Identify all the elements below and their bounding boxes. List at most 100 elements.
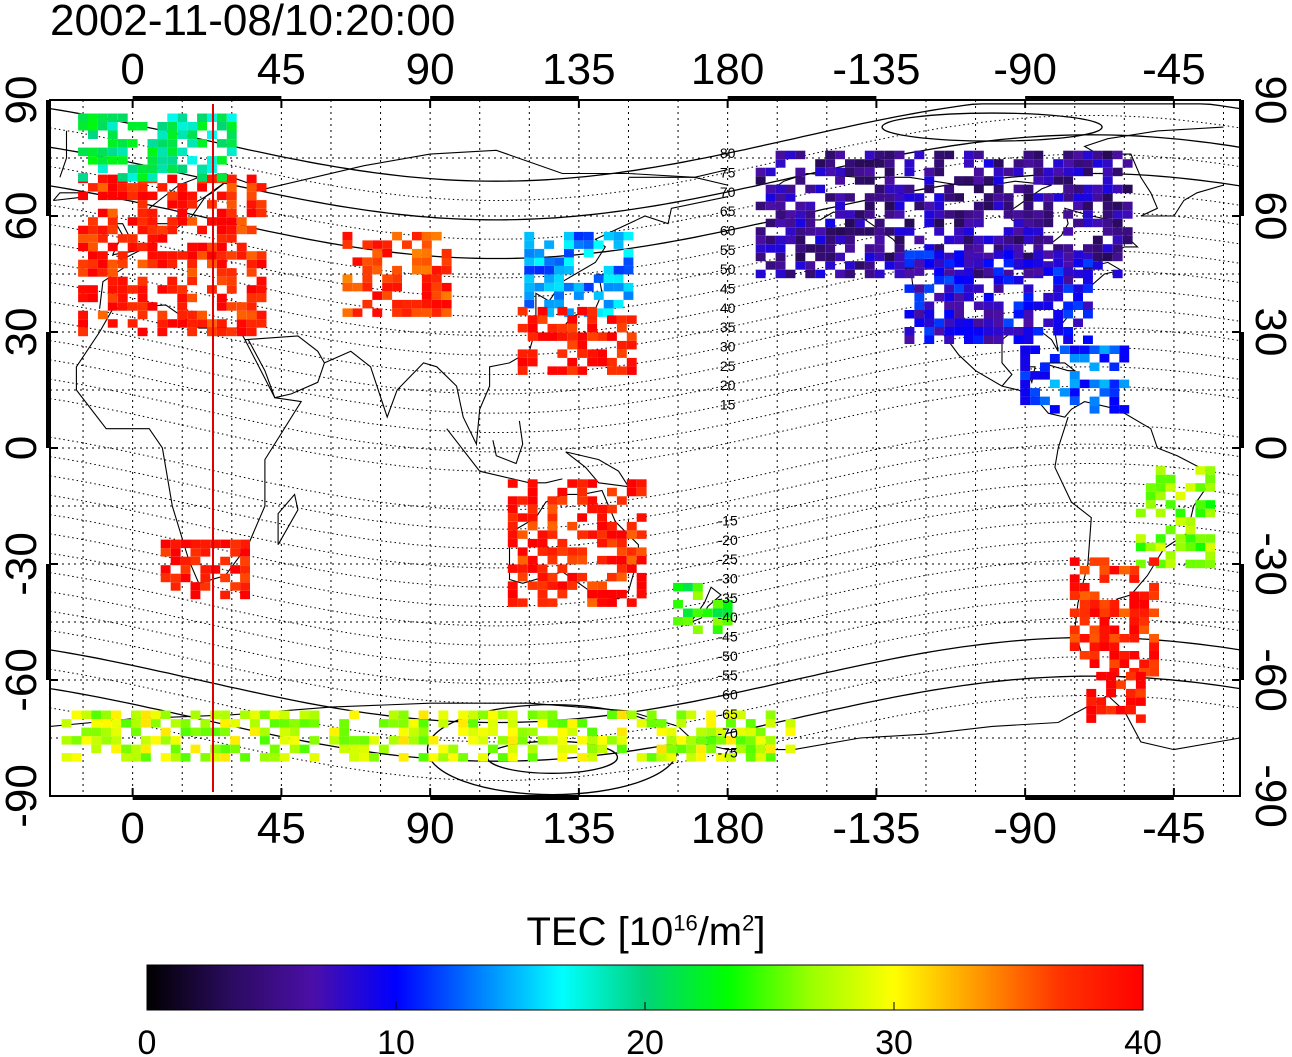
tec-cell bbox=[91, 736, 102, 745]
tec-cell bbox=[1063, 335, 1074, 344]
tec-cell bbox=[392, 282, 402, 292]
tec-cell bbox=[408, 727, 419, 737]
tec-cell bbox=[187, 242, 198, 252]
tec-cell bbox=[507, 710, 518, 719]
tec-cell bbox=[91, 710, 102, 719]
tec-cell bbox=[706, 727, 717, 737]
tec-cell bbox=[666, 736, 677, 745]
tec-cell bbox=[190, 727, 201, 737]
tec-cell bbox=[524, 282, 535, 292]
tec-cell bbox=[250, 727, 260, 737]
tec-cell bbox=[97, 156, 108, 165]
tec-cell bbox=[1102, 210, 1113, 219]
tec-cell bbox=[544, 265, 555, 275]
tec-cell bbox=[1063, 252, 1074, 262]
tec-cell bbox=[613, 274, 624, 283]
tec-cell bbox=[187, 191, 198, 201]
y-left-tick-label: 90 bbox=[0, 76, 46, 125]
tec-cell bbox=[197, 319, 207, 328]
tec-cell bbox=[352, 282, 363, 292]
contour-labels: 8075706560555045403530252015-15-20-25-30… bbox=[718, 145, 738, 760]
tec-cell bbox=[478, 710, 488, 719]
tec-cell bbox=[1089, 625, 1100, 634]
tec-cell bbox=[309, 736, 320, 745]
tec-cell bbox=[1165, 551, 1176, 560]
tec-cell bbox=[1139, 608, 1150, 617]
tec-cell bbox=[835, 235, 845, 245]
tec-cell bbox=[1073, 292, 1083, 302]
tec-cell bbox=[785, 719, 796, 728]
tec-cell bbox=[934, 318, 945, 327]
tec-cell bbox=[1112, 201, 1123, 211]
tec-cell bbox=[864, 252, 875, 262]
tec-cell bbox=[197, 183, 207, 192]
tec-cell bbox=[197, 113, 207, 122]
tec-cell bbox=[1063, 176, 1074, 185]
tec-cell bbox=[207, 259, 217, 269]
tec-cell bbox=[1083, 201, 1093, 211]
tec-cell bbox=[795, 244, 806, 253]
tec-cell bbox=[636, 753, 647, 762]
tec-cell bbox=[246, 208, 257, 218]
tec-cell bbox=[448, 753, 459, 762]
tec-cell bbox=[507, 589, 518, 599]
tec-cell bbox=[735, 736, 746, 745]
tec-cell bbox=[1033, 267, 1044, 276]
tec-cell bbox=[636, 479, 647, 488]
tec-cell bbox=[1149, 582, 1159, 592]
x-bottom-tick-label: 90 bbox=[406, 804, 455, 853]
mag-lat-contour bbox=[50, 424, 1240, 511]
tec-cell bbox=[587, 736, 598, 745]
tec-cell bbox=[289, 727, 300, 737]
tec-cell bbox=[167, 319, 178, 328]
tec-cell bbox=[825, 252, 836, 262]
tec-cell bbox=[230, 744, 241, 754]
contour-level-label: -70 bbox=[718, 725, 738, 741]
tec-cell bbox=[884, 261, 895, 270]
tec-cell bbox=[246, 319, 257, 328]
tec-cell bbox=[854, 227, 865, 236]
tec-cell bbox=[527, 332, 538, 341]
contour-level-label: 45 bbox=[720, 281, 736, 297]
tec-cell bbox=[527, 513, 538, 522]
tec-cell bbox=[117, 147, 128, 157]
tec-cell bbox=[517, 547, 528, 556]
tec-cell bbox=[597, 349, 607, 358]
tec-cell bbox=[137, 285, 148, 294]
tec-cell bbox=[1106, 688, 1116, 698]
tec-cell bbox=[726, 736, 736, 745]
tec-cell bbox=[795, 252, 806, 262]
tec-cell bbox=[573, 282, 584, 292]
tec-cell bbox=[187, 276, 198, 286]
mag-lat-contour bbox=[50, 385, 1240, 472]
tec-cell bbox=[1069, 634, 1080, 643]
tec-cell bbox=[236, 217, 247, 226]
tec-cell bbox=[226, 191, 237, 201]
tec-cell bbox=[226, 234, 237, 243]
tec-cell bbox=[567, 572, 578, 582]
tec-cell bbox=[107, 130, 118, 139]
tec-cell bbox=[177, 113, 188, 122]
tec-cell bbox=[805, 184, 816, 194]
tec-cell bbox=[207, 242, 217, 252]
tec-cell bbox=[924, 335, 935, 344]
tec-cell bbox=[884, 252, 895, 262]
tec-cell bbox=[497, 753, 508, 762]
tec-cell bbox=[527, 555, 538, 565]
tec-cell bbox=[914, 284, 925, 293]
tec-cell bbox=[775, 150, 786, 160]
tec-cell bbox=[623, 265, 634, 275]
tec-cell bbox=[607, 357, 617, 367]
tec-cell bbox=[1079, 617, 1090, 626]
tec-cell bbox=[1020, 379, 1031, 389]
contour-level-label: 50 bbox=[720, 261, 736, 277]
tec-cell bbox=[666, 753, 677, 762]
tec-cell bbox=[805, 210, 816, 219]
tec-cell bbox=[884, 176, 895, 185]
tec-cell bbox=[534, 257, 545, 266]
tec-cell bbox=[412, 265, 422, 275]
tec-cell bbox=[607, 555, 617, 565]
tec-cell bbox=[1099, 608, 1110, 617]
tec-cell bbox=[299, 744, 310, 754]
tec-cell bbox=[544, 274, 555, 283]
